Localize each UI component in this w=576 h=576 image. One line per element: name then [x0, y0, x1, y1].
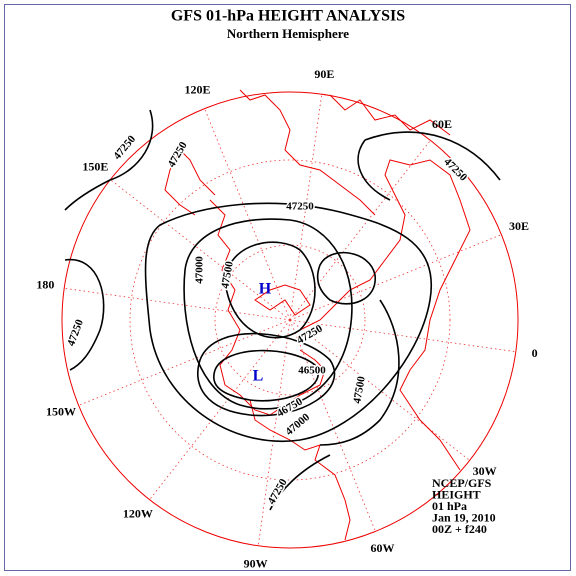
meridian: [289, 94, 323, 321]
coastline: [239, 89, 376, 216]
frame: [4, 4, 571, 571]
graticule: [64, 94, 516, 546]
longitude-label: 30E: [509, 219, 529, 233]
meridian: [289, 234, 502, 321]
contour-label: 47250: [286, 201, 314, 213]
coastline: [254, 284, 311, 316]
meridian: [289, 140, 431, 321]
longitude-label: 150E: [82, 160, 108, 174]
high-center: H: [259, 281, 272, 298]
longitude-label: 60W: [371, 541, 395, 555]
contour-label: 46500: [298, 365, 326, 377]
meridian: [289, 319, 516, 353]
longitude-label: 0: [532, 346, 538, 360]
contour: [197, 332, 336, 417]
contour: [213, 349, 319, 402]
contour: [183, 218, 353, 410]
contour: [64, 109, 154, 211]
latitude-circle: [214, 244, 366, 396]
longitude-label: 90W: [244, 556, 268, 570]
meridian: [110, 179, 291, 321]
subtitle: Northern Hemisphere: [227, 26, 349, 41]
contour: [144, 202, 433, 442]
info-line: 01 hPa: [432, 499, 467, 513]
latitude-circle: [129, 159, 451, 481]
longitude-label: 30W: [473, 464, 497, 478]
info-line: 00Z + f240: [432, 522, 487, 536]
contour: [316, 251, 376, 305]
contour-label: 47000: [194, 256, 206, 284]
contour: [64, 259, 105, 371]
info-line: NCEP/GFS: [432, 476, 492, 490]
coastline: [209, 199, 326, 416]
map-boundary: [61, 91, 519, 549]
low-center: L: [253, 368, 264, 385]
info-line: Jan 19, 2010: [432, 510, 496, 524]
contour: [269, 454, 331, 511]
contour: [319, 299, 400, 446]
meridian: [257, 319, 291, 546]
longitude-label: 60E: [432, 117, 452, 131]
contour: [357, 131, 501, 201]
meridian: [289, 319, 376, 532]
longitude-label: 150W: [46, 404, 76, 418]
meridian: [78, 319, 291, 406]
longitude-label: 90E: [314, 67, 334, 81]
coastline: [299, 159, 471, 471]
title: GFS 01-hPa HEIGHT ANALYSIS: [171, 8, 405, 25]
coastline: [329, 94, 451, 136]
longitude-label: 180: [36, 277, 54, 291]
longitude-label: 120E: [184, 83, 210, 97]
info-line: HEIGHT: [432, 487, 481, 501]
coastline: [164, 149, 216, 216]
meridian: [149, 319, 291, 500]
meridian: [204, 108, 291, 321]
contour: [224, 241, 316, 339]
meridian: [289, 319, 470, 461]
longitude-label: 120W: [123, 506, 153, 520]
height-contours: [64, 109, 501, 511]
